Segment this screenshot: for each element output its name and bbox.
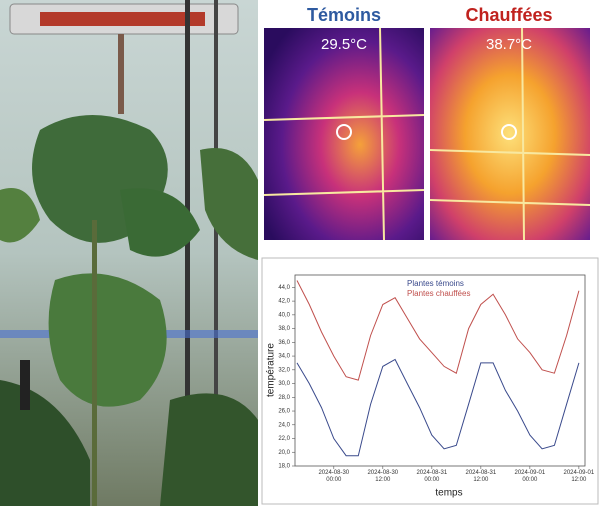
x-tick-label: 2024-08-30 12:00 bbox=[367, 470, 399, 483]
y-tick-label: 18,0 bbox=[278, 464, 290, 470]
plot-area bbox=[294, 274, 586, 467]
left-title: Témoins bbox=[307, 5, 381, 25]
y-tick-label: 34,0 bbox=[278, 354, 290, 360]
x-tick-label: 2024-09-01 12:00 bbox=[563, 470, 595, 483]
y-tick-label: 28,0 bbox=[278, 395, 290, 401]
series-line bbox=[296, 280, 580, 381]
right-temp: 38.7°C bbox=[486, 36, 532, 53]
y-tick-label: 24,0 bbox=[278, 422, 290, 428]
y-tick-label: 40,0 bbox=[278, 312, 290, 318]
y-tick-label: 20,0 bbox=[278, 450, 290, 456]
thermal-images: 29.5°C 38.7°C Témoins Chauffées bbox=[263, 5, 591, 241]
legend-entry: Plantes témoins bbox=[407, 279, 464, 288]
y-tick-label: 44,0 bbox=[278, 285, 290, 291]
right-title: Chauffées bbox=[465, 5, 552, 25]
y-tick-label: 36,0 bbox=[278, 340, 290, 346]
legend-entry: Plantes chauffées bbox=[407, 289, 470, 298]
y-tick-label: 30,0 bbox=[278, 381, 290, 387]
x-tick-label: 2024-09-01 00:00 bbox=[514, 470, 546, 483]
y-tick-label: 38,0 bbox=[278, 326, 290, 332]
y-tick-label: 22,0 bbox=[278, 436, 290, 442]
y-tick-label: 42,0 bbox=[278, 299, 290, 305]
y-axis-label: température bbox=[266, 343, 277, 397]
x-axis-label: temps bbox=[435, 488, 462, 499]
photo bbox=[0, 0, 258, 506]
x-tick-label: 2024-08-30 00:00 bbox=[318, 470, 350, 483]
y-tick-label: 26,0 bbox=[278, 409, 290, 415]
y-tick-label: 32,0 bbox=[278, 367, 290, 373]
left-temp: 29.5°C bbox=[321, 36, 367, 53]
x-tick-label: 2024-08-31 12:00 bbox=[465, 470, 497, 483]
series-line bbox=[296, 358, 580, 457]
x-tick-label: 2024-08-31 00:00 bbox=[416, 470, 448, 483]
chart-panel bbox=[261, 257, 599, 505]
